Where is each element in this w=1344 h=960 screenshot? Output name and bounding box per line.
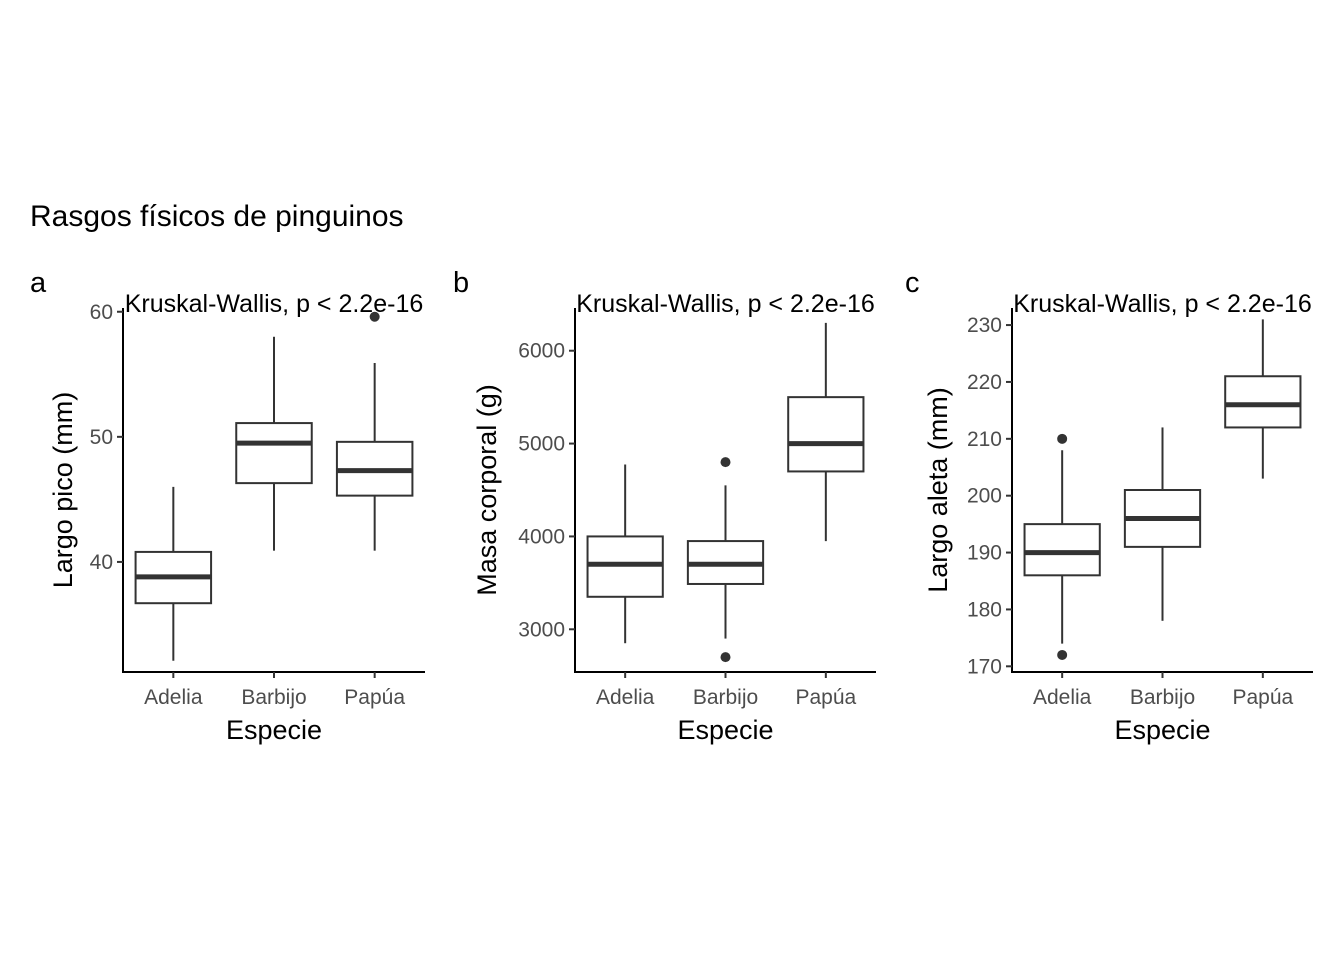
box-adelia (586, 464, 664, 644)
box-adelia (1023, 433, 1101, 660)
y-tick-label: 4000 (518, 525, 565, 548)
box-adelia (134, 486, 213, 661)
outlier-point (720, 652, 731, 663)
box-barbijo (686, 457, 765, 663)
panel-a: a 40 50 60 Adelia Barbijo Papúa Especie Largo pi… (30, 267, 425, 745)
x-axis-title: Especie (1114, 715, 1210, 745)
x-tick-label: Adelia (144, 686, 203, 709)
y-tick-label: 220 (967, 371, 1002, 394)
x-tick-label: Barbijo (1130, 686, 1195, 709)
x-tick-label: Barbijo (241, 686, 306, 709)
panel-tag: a (30, 267, 47, 299)
iqr-box (1224, 375, 1302, 429)
outlier-point (369, 311, 380, 322)
x-tick-label: Adelia (596, 686, 655, 709)
outlier-point (720, 457, 731, 468)
y-tick-label: 40 (90, 551, 113, 574)
outlier-point (1057, 649, 1068, 660)
stat-annotation-clip: Kruskal-Wallis, p < 2.2e-16 (1013, 290, 1312, 318)
outlier-point (1057, 433, 1068, 444)
y-tick-label: 180 (967, 598, 1002, 621)
box-barbijo (1123, 427, 1202, 621)
panel-b: b 3000 4000 5000 6000 Adelia Barbijo Papúa Espec… (453, 267, 876, 745)
x-tick-label: Papúa (1232, 686, 1293, 709)
y-tick-label: 170 (967, 655, 1002, 678)
y-axis-title: Largo pico (mm) (48, 392, 78, 589)
stat-annotation: Kruskal-Wallis, p < 2.2e-16 (125, 290, 424, 318)
stat-annotation-clip: Kruskal-Wallis, p < 2.2e-16 (576, 290, 875, 318)
y-tick-label: 50 (90, 426, 113, 449)
box-papúa (787, 322, 865, 542)
panel-tag: c (905, 267, 920, 299)
y-tick-label: 3000 (518, 618, 565, 641)
y-tick-label: 190 (967, 542, 1002, 565)
y-tick-label: 6000 (518, 340, 565, 363)
iqr-box (1023, 523, 1101, 577)
y-axis-title: Largo aleta (mm) (923, 387, 953, 593)
x-tick-label: Papúa (795, 686, 856, 709)
box-barbijo (235, 336, 313, 551)
stat-annotation-clip: Kruskal-Wallis, p < 2.2e-16 (125, 290, 424, 318)
stat-annotation: Kruskal-Wallis, p < 2.2e-16 (576, 290, 875, 318)
y-axis-title: Masa corporal (g) (472, 384, 502, 596)
x-tick-label: Adelia (1033, 686, 1092, 709)
figure-title: Rasgos físicos de pinguinos (30, 200, 404, 233)
y-tick-label: 60 (90, 301, 113, 324)
y-tick-label: 230 (967, 314, 1002, 337)
box-papúa (1224, 319, 1302, 479)
iqr-box (787, 396, 865, 473)
x-axis-title: Especie (226, 715, 322, 745)
y-tick-label: 210 (967, 428, 1002, 451)
box-papúa (335, 311, 414, 551)
y-tick-label: 200 (967, 485, 1002, 508)
iqr-box (235, 422, 313, 485)
x-axis-title: Especie (677, 715, 773, 745)
y-tick-label: 5000 (518, 433, 565, 456)
x-tick-label: Papúa (344, 686, 405, 709)
panels: a 40 50 60 Adelia Barbijo Papúa Especie Largo pi… (30, 267, 1313, 745)
panel-tag: b (453, 267, 469, 299)
stat-annotation: Kruskal-Wallis, p < 2.2e-16 (1013, 290, 1312, 318)
x-tick-label: Barbijo (693, 686, 758, 709)
panel-c: c 170 180 190 200 210 220 230 Adelia Barbijo Papúa… (905, 267, 1313, 745)
